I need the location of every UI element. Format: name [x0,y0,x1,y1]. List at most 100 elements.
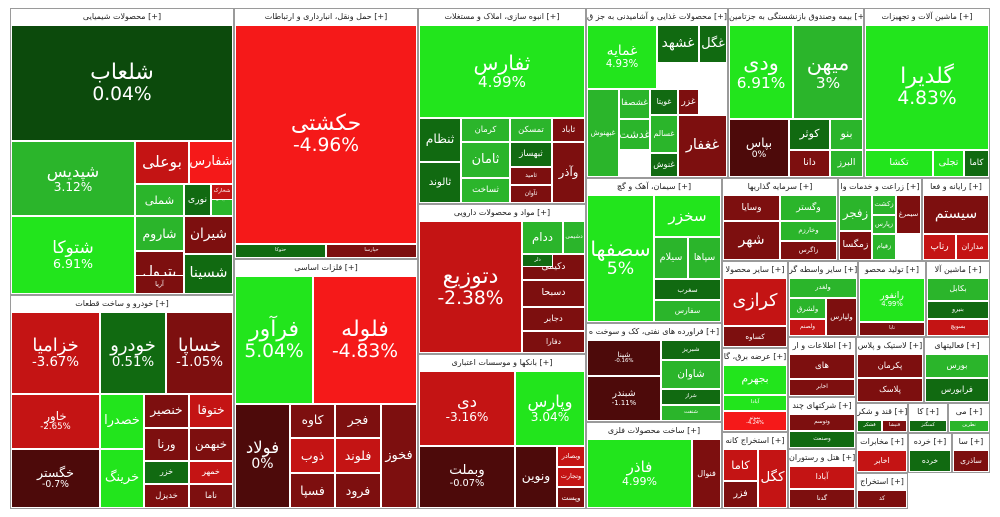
stock-tile[interactable]: بنو [830,119,863,150]
stock-tile[interactable]: دجابر [522,307,585,331]
stock-tile[interactable]: غشهد [657,25,699,63]
stock-tile[interactable]: فخوز [381,404,417,508]
stock-tile[interactable]: کمنگنز [909,420,947,432]
stock-tile[interactable]: سخزر [654,195,721,237]
sector-title[interactable]: مخابرات [+] [857,434,907,451]
stock-tile[interactable]: ثنظام [419,118,461,162]
sector-title[interactable]: استخراج کانه [+] [723,433,787,450]
sector-title[interactable]: کا [+] [909,404,947,421]
stock-tile[interactable]: شهر [723,221,780,260]
stock-tile[interactable]: غبهنوش [587,89,619,177]
stock-tile[interactable]: سصفها 5% [587,195,654,322]
stock-tile[interactable]: ولصنم [789,319,826,336]
stock-tile[interactable]: شپدیس 3.12% [11,141,135,216]
stock-tile[interactable]: خزر [144,461,189,484]
stock-tile[interactable]: خصدرا [100,394,144,449]
stock-tile[interactable]: کساوه [723,326,787,347]
sector-title[interactable]: می [+] [949,404,989,421]
stock-tile[interactable]: وگستر [780,195,837,221]
sector-title[interactable]: ماشین آلا [+] [927,262,989,279]
stock-tile[interactable]: دفارا [522,331,585,353]
stock-tile[interactable]: آریا [135,275,184,294]
stock-tile[interactable]: دلر [522,254,553,267]
stock-tile[interactable]: رانفور 4.99% [859,278,925,322]
stock-tile[interactable]: زقیام [872,234,896,260]
sector-title[interactable]: سرمایه گذاریها [+] [723,179,837,196]
stock-tile[interactable]: خدیزل [144,484,189,508]
stock-tile[interactable]: خاور -2.65% [11,394,100,449]
stock-tile[interactable]: کرمان [461,118,510,142]
stock-tile[interactable]: ثالوند [419,162,461,203]
stock-tile[interactable]: فسپا [290,473,335,508]
stock-tile[interactable]: کوثر [789,119,830,150]
stock-tile[interactable]: حتوکا [235,244,326,258]
stock-tile[interactable]: دانا [789,150,830,177]
stock-tile[interactable]: وتوسم [789,414,855,431]
stock-tile[interactable]: ثبهساز [510,142,552,167]
stock-tile[interactable]: فلوله -4.83% [313,276,417,404]
stock-tile[interactable]: فجر [335,404,381,438]
stock-tile[interactable]: خگستر -0.7% [11,449,100,508]
stock-tile[interactable]: خنصیر [144,394,189,428]
stock-tile[interactable]: بجهرم [723,365,787,395]
stock-tile[interactable]: غشصفا [619,89,650,119]
sector-title[interactable]: سا [+] [953,434,989,451]
stock-tile[interactable]: بوعلی [135,141,189,184]
stock-tile[interactable]: ثفارس 4.99% [419,25,585,118]
stock-tile[interactable]: شپنا -0.16% [587,340,661,376]
stock-tile[interactable]: ثاباد [552,118,585,142]
stock-tile[interactable]: غدشت [619,119,650,150]
stock-tile[interactable]: نطرین [949,420,989,432]
stock-tile[interactable]: پکرمان [857,354,923,378]
stock-tile[interactable]: زکشت [872,195,896,215]
stock-tile[interactable]: خبهمن [189,428,233,461]
stock-tile[interactable]: شتوکا 6.91% [11,216,135,294]
stock-tile[interactable]: شخارک [211,184,233,200]
stock-tile[interactable]: فرآور 5.04% [235,276,313,404]
stock-tile[interactable]: وآذر [552,142,585,203]
stock-tile[interactable]: دسبحا [522,280,585,307]
stock-tile[interactable]: خساپا -1.05% [166,312,233,394]
stock-tile[interactable]: غمایه 4.93% [587,25,657,89]
stock-tile[interactable]: فرود [335,473,381,508]
stock-tile[interactable]: سغرب [654,279,721,300]
stock-tile[interactable]: زپارس [872,215,896,234]
stock-tile[interactable]: ذوب [290,438,335,473]
sector-title[interactable]: ساخت محصولات فلزی [+] [587,423,721,440]
stock-tile[interactable]: رتاپ [923,234,956,260]
stock-tile[interactable]: غسالم [650,115,678,153]
stock-tile[interactable]: گلدیرا 4.83% [865,25,989,150]
stock-tile[interactable]: وپارس 3.04% [515,371,585,446]
stock-tile[interactable]: نوری [184,184,211,216]
stock-tile[interactable]: سپاها [688,237,721,279]
stock-tile[interactable]: شیران [184,216,233,254]
sector-title[interactable]: سیمان، آهک و گچ [+] [587,179,721,196]
stock-tile[interactable]: تابا [859,322,925,336]
sector-title[interactable]: هتل و رستوران [+] [789,450,855,467]
stock-tile[interactable]: فلوند [335,438,381,473]
stock-tile[interactable]: ولغدر [789,278,857,298]
stock-tile[interactable]: وتجارت [557,467,585,487]
stock-tile[interactable]: فنوال [692,439,721,508]
stock-tile[interactable]: خرینگ [100,449,144,508]
stock-tile[interactable]: کاما [723,449,758,481]
stock-tile[interactable]: اخابر [857,450,907,472]
stock-tile[interactable]: زمگسا [839,231,872,260]
sector-title[interactable]: خرده [+] [909,434,951,451]
stock-tile[interactable]: وبملت -0.07% [419,446,515,508]
stock-tile[interactable]: اخابر [789,379,855,396]
stock-tile[interactable]: شملی [135,184,184,216]
stock-tile[interactable]: ختوقا [189,394,233,428]
stock-tile[interactable]: قشکر [857,420,882,432]
stock-tile[interactable]: آبادا [789,466,855,489]
stock-tile[interactable]: غگل [699,25,727,63]
sector-title[interactable]: سایر واسطه گر [+] [789,262,857,279]
stock-tile[interactable]: فولاد 0% [235,404,290,508]
sector-title[interactable]: تولید محصو [+] [859,262,925,279]
stock-tile[interactable]: ورنا [144,428,189,461]
sector-title[interactable]: شرکتهای چند [+] [789,398,855,415]
stock-tile[interactable]: ودی 6.91% [729,25,793,119]
sector-title[interactable]: فعالیتهای [+] [925,338,989,355]
sector-title[interactable]: حمل ونقل، انبارداری و ارتباطات [+] [235,9,417,26]
stock-tile[interactable]: پلاسک [857,378,923,402]
